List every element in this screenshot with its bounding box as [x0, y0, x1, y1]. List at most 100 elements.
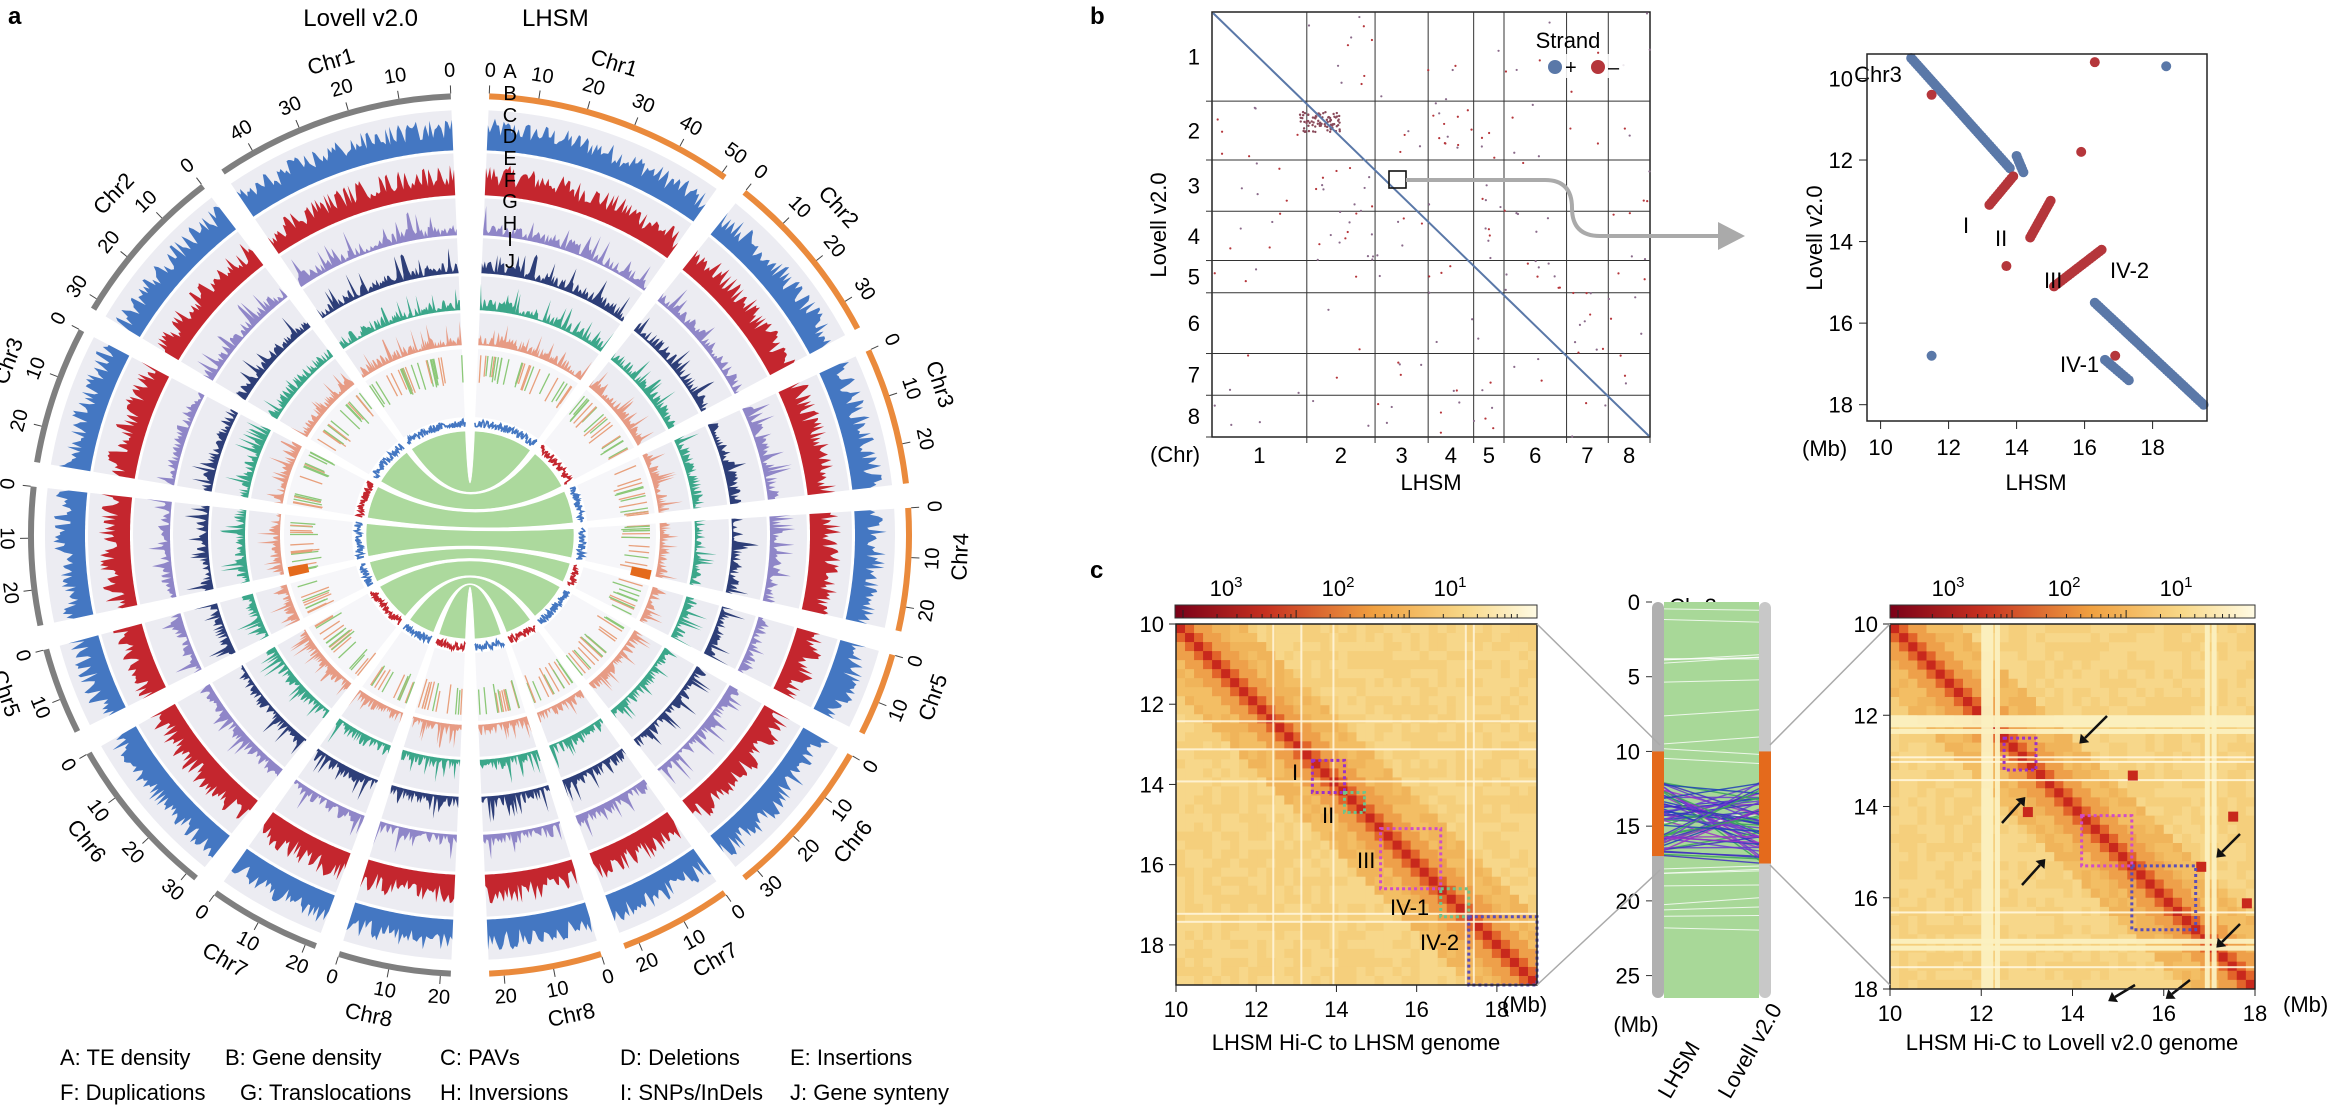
track-density — [481, 254, 631, 322]
track-density — [486, 118, 706, 222]
heatmap-cell — [1392, 624, 1403, 634]
heatmap-cell — [1917, 797, 1927, 807]
dotplot-point — [1439, 411, 1443, 414]
heatmap-cell — [1347, 975, 1357, 986]
heatmap-cell — [1185, 723, 1195, 733]
heatmap-cell — [2118, 788, 2128, 798]
heatmap-cell — [2036, 888, 2046, 899]
heatmap-cell — [1248, 804, 1258, 815]
heatmap-cell — [1473, 876, 1484, 887]
dotplot-point — [1451, 68, 1454, 72]
heatmap-cell — [1899, 861, 1909, 871]
dotplot-point — [1324, 124, 1327, 128]
sv-tick — [294, 493, 322, 501]
heatmap-cell — [1500, 903, 1511, 914]
heatmap-cell — [1428, 975, 1439, 986]
heatmap-cell — [1899, 879, 1909, 890]
heatmap-cell — [1266, 741, 1276, 751]
heatmap-cell — [1347, 822, 1357, 833]
heatmap-cell — [2136, 797, 2146, 807]
heatmap-cell — [2245, 843, 2256, 853]
heatmap-cell — [1963, 660, 1973, 671]
heatmap-cell — [1302, 741, 1312, 751]
heatmap-cell — [1365, 723, 1376, 733]
dotplot-point — [1316, 258, 1319, 261]
colorbar-1 — [1174, 604, 1538, 619]
heatmap-cell — [1356, 831, 1367, 842]
snp-track — [352, 521, 367, 560]
heatmap-cell — [2145, 642, 2156, 652]
heatmap-cell — [2099, 916, 2110, 926]
heatmap-cell — [1482, 786, 1493, 796]
dotplot-point — [1624, 382, 1628, 385]
heatmap-cell — [2036, 660, 2046, 671]
heatmap-cell — [1401, 966, 1412, 977]
sv-tick — [416, 362, 427, 390]
heatmap-cell — [1194, 750, 1204, 760]
heatmap-cell — [1338, 957, 1348, 968]
heatmap-cell — [2109, 651, 2119, 661]
sv-tick — [489, 356, 494, 378]
heatmap-cell — [1482, 858, 1493, 869]
heatmap-cell — [1194, 948, 1204, 959]
heatmap-cell — [1491, 858, 1502, 869]
heatmap-cell — [1473, 822, 1484, 833]
heatmap-cell — [2072, 633, 2083, 643]
circos-tick — [196, 177, 202, 185]
heatmap-cell — [1365, 975, 1376, 986]
heatmap-cell — [1890, 824, 1900, 835]
heatmap-cell — [2154, 669, 2165, 680]
heatmap-cell — [1239, 876, 1249, 887]
heatmap-cell — [2163, 815, 2174, 826]
heatmap-cell — [1437, 930, 1448, 941]
zoom-point-single — [2001, 261, 2012, 272]
heatmap-cell — [1455, 885, 1466, 896]
heatmap-cell — [1311, 921, 1321, 932]
heatmap-cell — [1908, 879, 1918, 890]
heatmap-cell — [1464, 759, 1475, 769]
heat-y-tick: 10 — [1854, 612, 1878, 637]
sv-tick — [621, 527, 650, 531]
sv-tick — [354, 657, 369, 675]
legend-del: D: Deletions — [620, 1045, 740, 1070]
heatmap-cell — [1338, 930, 1348, 941]
heatmap-cell — [2036, 678, 2046, 689]
heatmap-cell — [1257, 966, 1267, 977]
heatmap-cell — [2218, 806, 2229, 817]
heatmap-cell — [2090, 687, 2101, 698]
heatmap-cell — [2127, 660, 2137, 671]
dotplot-point — [1239, 227, 1242, 230]
heatmap-cell — [2154, 970, 2165, 981]
heatmap-cell — [2227, 852, 2238, 862]
heatmap-cell — [1509, 849, 1520, 860]
heatmap-cell — [1212, 633, 1222, 643]
snp-track — [369, 591, 403, 625]
strand-plus-marker — [1548, 60, 1562, 74]
heatmap-cell — [1935, 824, 1946, 835]
heatmap-cell — [2109, 797, 2119, 807]
heatmap-cell — [2036, 642, 2046, 652]
heatmap-cell — [1999, 806, 2010, 817]
heatmap-cell — [1347, 723, 1357, 733]
track-density — [291, 212, 457, 287]
heatmap-cell — [1383, 903, 1394, 914]
heatmap-cell — [1464, 642, 1475, 652]
heatmap-cell — [2163, 706, 2174, 716]
heatmap-cell — [1320, 885, 1330, 896]
dotplot-point — [1604, 404, 1607, 407]
heatmap-cell — [1185, 660, 1195, 670]
heatmap-cell — [2182, 852, 2192, 862]
heatmap-cell — [1176, 768, 1186, 778]
heatmap-cell — [1365, 885, 1376, 896]
heatmap-cell — [1374, 804, 1385, 815]
heatmap-cell — [2182, 833, 2192, 844]
heatmap-cell — [1194, 759, 1204, 769]
heatmap-cell — [1311, 903, 1321, 914]
heatmap-cell — [1347, 966, 1357, 977]
heatmap-cell — [1446, 948, 1457, 959]
heatmap-cell — [1428, 876, 1439, 887]
heatmap-cell — [1509, 894, 1520, 905]
heatmap-cell — [1446, 813, 1457, 824]
heatmap-cell — [1963, 651, 1973, 661]
heatmap-cell — [1221, 867, 1231, 878]
